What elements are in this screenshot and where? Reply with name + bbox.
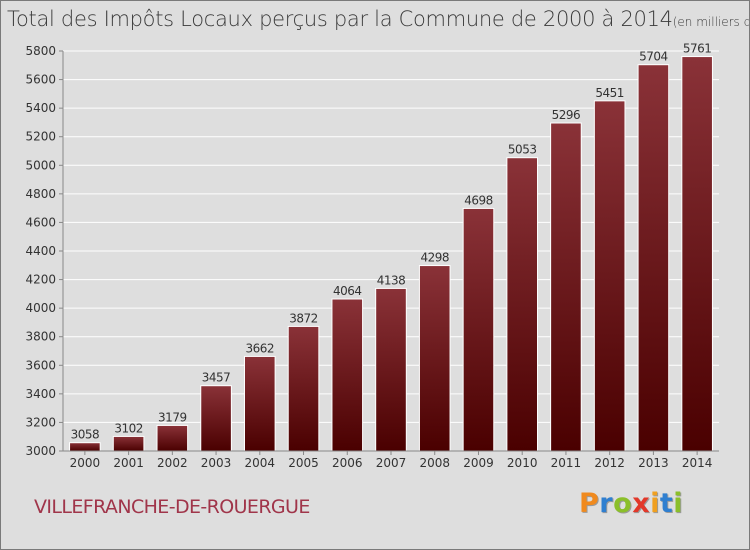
x-tick-label-2008: 2008	[419, 456, 450, 470]
bar-2010	[506, 157, 539, 452]
bar-2009	[462, 207, 495, 452]
data-label-2008: 4298	[420, 251, 449, 265]
x-tick-label-2002: 2002	[157, 456, 188, 470]
x-tick-label-2013: 2013	[638, 456, 669, 470]
y-tick-label-3200: 3200	[25, 415, 56, 429]
logo-letter: r	[599, 488, 614, 519]
bar-2001	[112, 435, 145, 452]
chart-title-unit: (en milliers d'€)	[672, 15, 749, 29]
y-tick-label-3600: 3600	[25, 358, 56, 372]
y-tick-label-4400: 4400	[25, 244, 56, 258]
x-tick-label-2011: 2011	[551, 456, 582, 470]
logo-letter: i	[650, 488, 660, 519]
x-tick-label-2014: 2014	[682, 456, 713, 470]
y-tick-label-4000: 4000	[25, 301, 56, 315]
data-label-2009: 4698	[464, 193, 493, 207]
x-tick-label-2006: 2006	[332, 456, 363, 470]
bar-2006	[331, 298, 364, 452]
bar-2007	[375, 287, 407, 452]
x-tick-label-2001: 2001	[113, 456, 144, 470]
bar-2002	[156, 424, 189, 452]
y-tick-label-5200: 5200	[25, 130, 56, 144]
y-tick-label-5800: 5800	[25, 44, 56, 58]
bar-2004	[243, 355, 276, 452]
bar-2013	[637, 64, 670, 452]
logo-letter: i	[673, 488, 684, 519]
y-tick-label-4600: 4600	[25, 215, 56, 229]
data-label-2011: 5296	[552, 108, 581, 122]
bar-2000	[69, 442, 101, 452]
logo-letter: P	[579, 488, 600, 519]
bar-2003	[200, 385, 232, 452]
bar-2011	[550, 122, 582, 452]
logo-letter: o	[613, 488, 633, 519]
y-axis: 3000 3200 3400 3600 3800 4000 4200 4400 4600 4800…	[25, 44, 64, 458]
data-label-2007: 4138	[377, 273, 406, 287]
x-tick-label-2012: 2012	[594, 456, 625, 470]
data-label-2002: 3179	[158, 410, 187, 424]
chart-title-text: Total des Impôts Locaux perçus par la Co…	[7, 7, 673, 31]
y-tick-label-5600: 5600	[25, 73, 56, 87]
proxiti-logo[interactable]: Proxiti	[579, 488, 683, 519]
x-tick-label-2004: 2004	[245, 456, 276, 470]
data-label-2013: 5704	[639, 50, 668, 64]
bar-2014	[681, 56, 713, 452]
x-tick-label-2000: 2000	[70, 456, 101, 470]
data-label-2003: 3457	[202, 371, 231, 385]
data-label-2004: 3662	[246, 341, 275, 355]
x-tick-label-2009: 2009	[463, 456, 494, 470]
x-tick-label-2003: 2003	[201, 456, 232, 470]
x-tick-label-2005: 2005	[288, 456, 319, 470]
data-label-2006: 4064	[333, 284, 362, 298]
x-tick-label-2007: 2007	[376, 456, 407, 470]
commune-name: VILLEFRANCHE-DE-ROUERGUE	[34, 496, 310, 518]
y-tick-label-4800: 4800	[25, 187, 56, 201]
data-label-2014: 5761	[683, 42, 712, 56]
bars: 3058 3102 3179 3457 3662 3872 4064 4138 4298 4698…	[69, 42, 713, 452]
data-label-2001: 3102	[114, 421, 143, 435]
chart-title: Total des Impôts Locaux perçus par la Co…	[7, 7, 749, 31]
data-label-2012: 5451	[595, 86, 624, 100]
y-tick-label-3000: 3000	[25, 444, 56, 458]
y-tick-label-3800: 3800	[25, 330, 56, 344]
logo-letter: t	[659, 488, 674, 519]
data-label-2005: 3872	[289, 311, 318, 325]
y-tick-label-5000: 5000	[25, 158, 56, 172]
x-tick-label-2010: 2010	[507, 456, 538, 470]
y-tick-label-5400: 5400	[25, 101, 56, 115]
bar-2012	[593, 100, 626, 452]
data-label-2000: 3058	[71, 428, 100, 442]
y-tick-label-3400: 3400	[25, 387, 56, 401]
y-tick-label-4200: 4200	[25, 273, 56, 287]
bar-2008	[418, 265, 451, 452]
bar-2005	[287, 325, 320, 452]
data-label-2010: 5053	[508, 143, 537, 157]
x-axis: 2000 2001 2002 2003 2004 2005 2006 2007 2008 2009…	[63, 450, 719, 470]
logo-letter: x	[632, 488, 651, 519]
